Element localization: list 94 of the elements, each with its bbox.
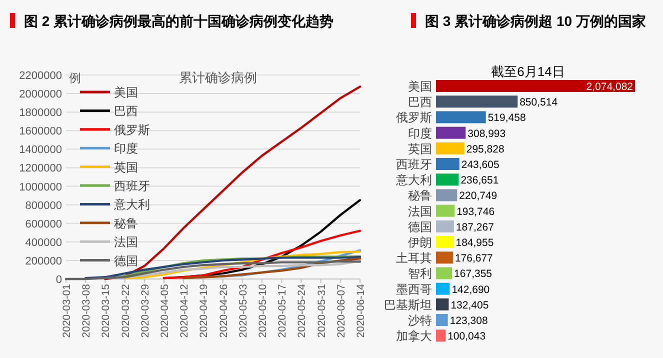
y-tick-label: 英国 [408,142,432,156]
legend-label: 美国 [114,86,138,100]
data-label: 850,514 [520,96,558,109]
x-tick-label: 2020-05-31 [316,284,328,338]
y-tick-label: 意大利 [395,173,432,188]
data-label: 193,746 [456,206,495,218]
x-tick-label: 2020-06-07 [335,284,348,338]
y-tick-label: 西班牙 [396,158,432,172]
x-tick-label: 2020-06-14 [355,284,367,338]
data-label: 132,405 [450,299,489,312]
bar [436,80,635,92]
bar [436,189,458,202]
y-tick-label: 400000 [25,236,62,249]
data-label: 123,308 [450,315,488,327]
data-label: 167,355 [454,268,492,280]
y-tick-label: 加拿大 [396,329,432,344]
y-tick-label: 2200000 [19,70,62,82]
bar [436,142,464,154]
x-tick-label: 2020-04-26 [218,284,230,338]
legend-label: 俄罗斯 [114,122,150,137]
legend-label: 秘鲁 [114,216,138,230]
x-tick-label: 2020-04-12 [178,284,191,338]
data-label: 295,828 [466,143,504,156]
y-tick-label: 1400000 [19,144,62,156]
y-tick-label: 1600000 [19,126,62,138]
legend-label: 印度 [114,142,138,156]
data-label: 519,458 [488,112,526,124]
x-tick-label: 2020-03-15 [100,284,112,338]
bar [436,204,455,217]
bar [436,111,486,124]
data-label: 243,605 [461,159,500,171]
chart-title: 图 3 累计确诊病例超 10 万例的国家 [425,13,646,29]
bar [436,298,449,310]
bar [436,314,448,326]
bar [436,96,518,108]
legend-label: 法国 [114,235,138,250]
data-label: 100,043 [448,330,486,343]
y-tick-label: 2000000 [19,88,62,101]
bar [436,174,459,186]
bar [436,236,454,248]
y-tick-label: 0 [56,274,62,286]
chart-title: 图 2 累计确诊病例最高的前十国确诊病例变化趋势 [24,13,334,29]
y-tick-label: 印度 [408,126,432,140]
x-tick-label: 2020-03-29 [139,284,152,338]
y-tick-label: 沙特 [408,314,432,328]
data-label: 176,677 [454,252,494,265]
data-label: 187,267 [456,221,494,234]
bar [436,267,452,280]
data-label: 142,690 [452,284,490,296]
y-tick-label: 美国 [408,80,432,94]
data-label: 220,749 [459,190,498,202]
y-tick-label: 伊朗 [408,236,432,250]
y-tick-label: 土耳其 [396,251,432,266]
x-tick-label: 2020-05-17 [276,284,289,338]
y-tick-label: 200000 [25,255,62,268]
y-tick-label: 1200000 [19,162,62,175]
x-tick-label: 2020-03-22 [120,284,132,338]
y-tick-label: 巴基斯坦 [384,298,432,312]
data-label: 308,993 [468,128,506,140]
y-tick-label: 1000000 [19,181,62,194]
y-tick-label: 600000 [25,218,62,230]
x-tick-label: 2020-04-05 [159,284,171,338]
x-tick-label: 2020-05-03 [237,284,250,338]
y-tick-label: 秘鲁 [408,188,432,203]
y-tick-label: 俄罗斯 [396,110,432,125]
data-label: 236,651 [460,174,499,187]
y-tick-label: 德国 [408,220,432,234]
bar [436,330,446,342]
bar [436,282,450,295]
legend-label: 德国 [114,254,138,268]
data-label: 2,074,082 [586,81,634,93]
legend-label: 英国 [114,160,138,174]
bar [436,252,453,264]
y-tick-label: 800000 [25,200,62,212]
x-tick-label: 2020-03-01 [61,284,73,338]
bar [436,220,454,232]
legend-label: 意大利 [113,198,150,212]
y-tick-label: 墨西哥 [396,282,432,296]
y-tick-label: 法国 [408,204,432,218]
legend-label: 巴西 [114,104,138,118]
x-tick-label: 2020-04-19 [198,284,210,338]
data-label: 184,955 [456,237,494,249]
chart-subtitle: 累计确诊病例 [179,70,257,85]
chart-subtitle: 截至6月14日 [491,64,565,79]
bar [436,158,460,170]
x-tick-label: 2020-05-10 [257,284,269,338]
x-tick-label: 2020-05-24 [296,284,308,338]
bar [436,126,466,139]
y-axis-title: 例 [69,71,81,85]
y-tick-label: 巴西 [408,95,432,110]
y-tick-label: 1800000 [19,107,62,120]
legend-label: 西班牙 [114,179,150,193]
x-tick-label: 2020-03-08 [80,284,93,338]
y-tick-label: 智利 [408,266,432,281]
